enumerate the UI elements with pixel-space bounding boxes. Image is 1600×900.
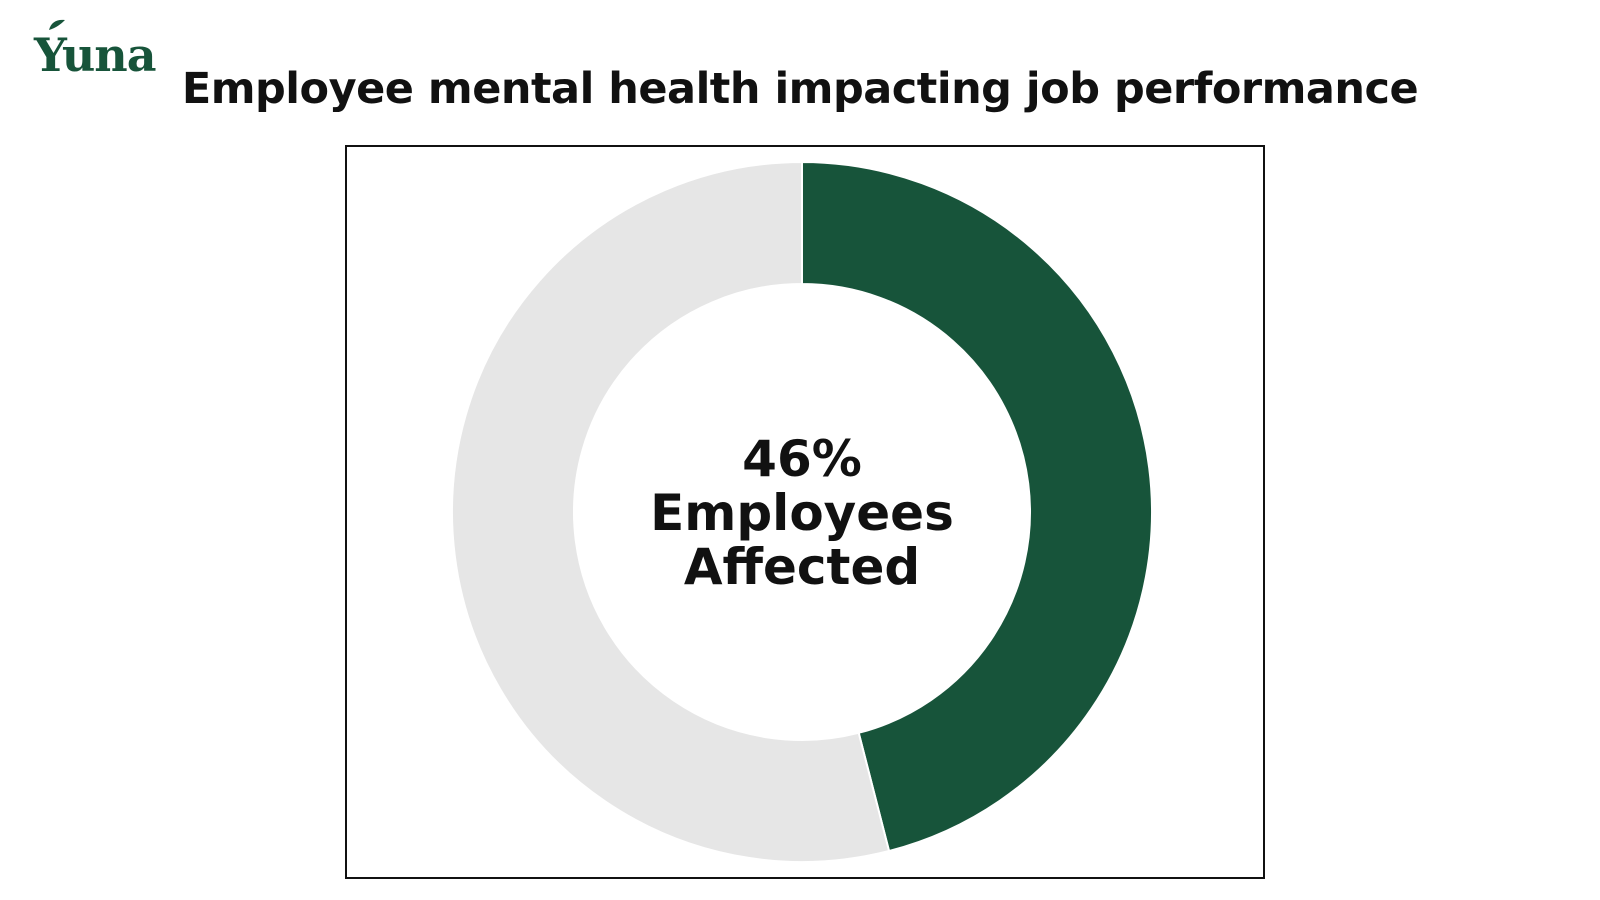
- donut-slice-1: [451, 160, 891, 863]
- chart-frame: 46% Employees Affected: [345, 145, 1265, 879]
- logo-text: Yuna: [34, 28, 157, 82]
- donut-slice-0: [801, 160, 1153, 853]
- center-label-line-2: Employees: [650, 484, 954, 542]
- brand-logo: Yuna: [34, 19, 157, 82]
- page-title: Employee mental health impacting job per…: [181, 64, 1419, 114]
- slices-layer: [451, 160, 1153, 863]
- donut-chart: 46% Employees Affected: [451, 160, 1153, 863]
- center-label-value: 46%: [742, 430, 862, 488]
- leaf-icon: [49, 19, 65, 30]
- center-label-line-3: Affected: [684, 538, 920, 596]
